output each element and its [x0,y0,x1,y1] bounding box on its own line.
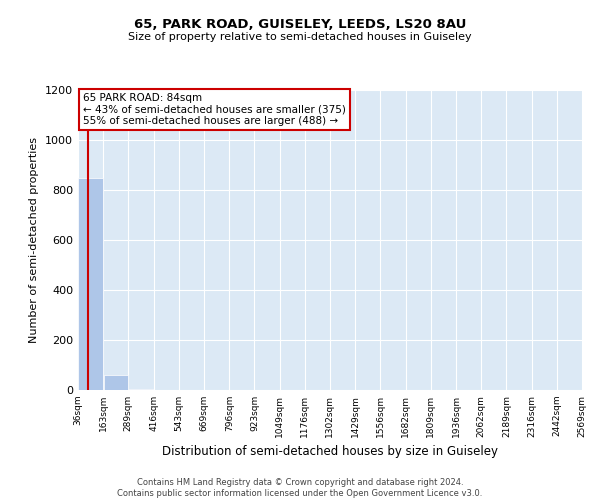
Bar [104,375,128,390]
Text: Contains HM Land Registry data © Crown copyright and database right 2024.
Contai: Contains HM Land Registry data © Crown c… [118,478,482,498]
Y-axis label: Number of semi-detached properties: Number of semi-detached properties [29,137,40,343]
Text: Size of property relative to semi-detached houses in Guiseley: Size of property relative to semi-detach… [128,32,472,42]
Text: 65 PARK ROAD: 84sqm
← 43% of semi-detached houses are smaller (375)
55% of semi-: 65 PARK ROAD: 84sqm ← 43% of semi-detach… [83,93,346,126]
Text: 65, PARK ROAD, GUISELEY, LEEDS, LS20 8AU: 65, PARK ROAD, GUISELEY, LEEDS, LS20 8AU [134,18,466,30]
Bar [128,389,154,390]
X-axis label: Distribution of semi-detached houses by size in Guiseley: Distribution of semi-detached houses by … [162,446,498,458]
Bar [78,178,103,390]
